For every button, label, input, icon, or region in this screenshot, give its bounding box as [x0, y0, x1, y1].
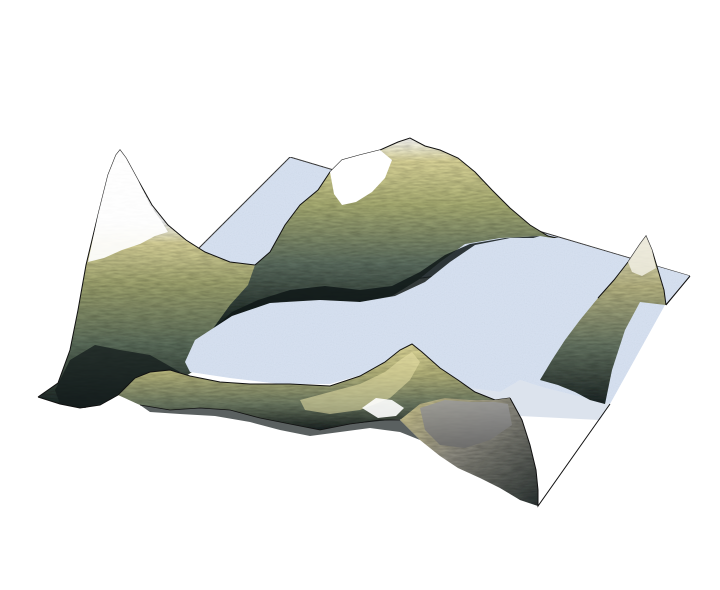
base-left-edge: [37, 394, 119, 409]
back-snow-cap: [330, 150, 392, 205]
right-peak: [540, 236, 666, 404]
left-peak-shadow: [55, 345, 180, 408]
front-snow-patch: [362, 398, 404, 418]
left-snow-cap: [88, 150, 168, 262]
front-ridge-edge: [117, 343, 511, 401]
front-ridge-highlight: [300, 352, 420, 414]
base-front-edge: [139, 404, 400, 431]
lower-valley-shadow: [140, 405, 420, 440]
front-right-flank-edge: [509, 397, 611, 508]
right-peak-light: [628, 236, 656, 276]
back-ridge: [212, 138, 565, 330]
water-shading: [420, 360, 610, 420]
gray-rock-face: [420, 400, 512, 448]
water-right-edge: [665, 275, 691, 306]
back-ridge-edge: [254, 137, 566, 266]
